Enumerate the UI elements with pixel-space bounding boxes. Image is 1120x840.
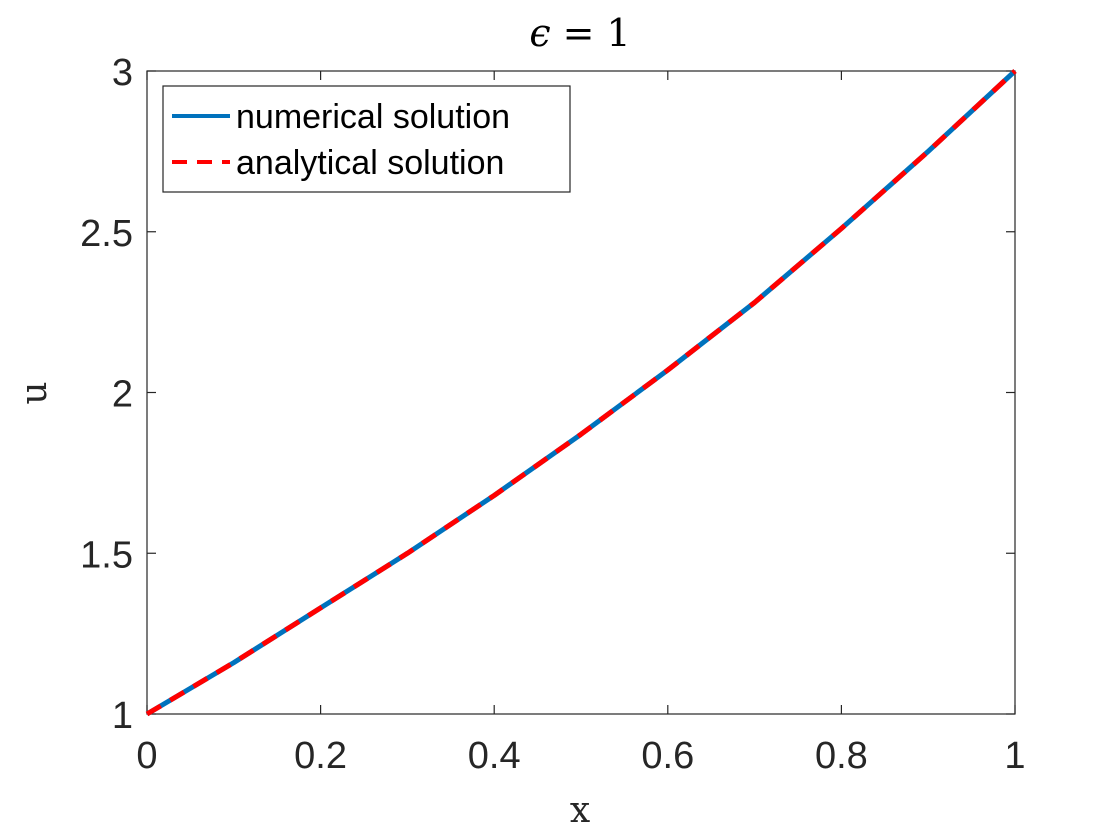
series-line-analytical [145, 69, 1017, 717]
x-tick-label: 0.8 [815, 735, 868, 777]
legend: numerical solution analytical solution [162, 85, 571, 193]
legend-label-numerical: numerical solution [236, 98, 510, 136]
y-tick-label: 3 [112, 52, 133, 94]
y-tick-label: 1 [112, 695, 133, 737]
tick-labels: 0 0.2 0.4 0.6 0.8 1 1 1.5 2 2.5 3 [80, 52, 1025, 777]
y-tick-label: 2 [112, 374, 133, 416]
y-axis-title: u [14, 381, 55, 404]
legend-box [162, 85, 571, 193]
x-tick-label: 0.4 [468, 735, 521, 777]
x-tick-label: 0.6 [641, 735, 694, 777]
chart-title: ϵ = 1 [529, 11, 630, 55]
tick-marks [146, 70, 1016, 715]
x-tick-label: 1 [1004, 735, 1025, 777]
series-lines [145, 69, 1017, 717]
x-axis-title: x [570, 790, 590, 831]
y-tick-label: 2.5 [80, 213, 133, 255]
y-tick-label: 1.5 [80, 534, 133, 576]
legend-label-analytical: analytical solution [236, 144, 504, 182]
x-tick-label: 0 [136, 735, 157, 777]
x-tick-label: 0.2 [294, 735, 347, 777]
